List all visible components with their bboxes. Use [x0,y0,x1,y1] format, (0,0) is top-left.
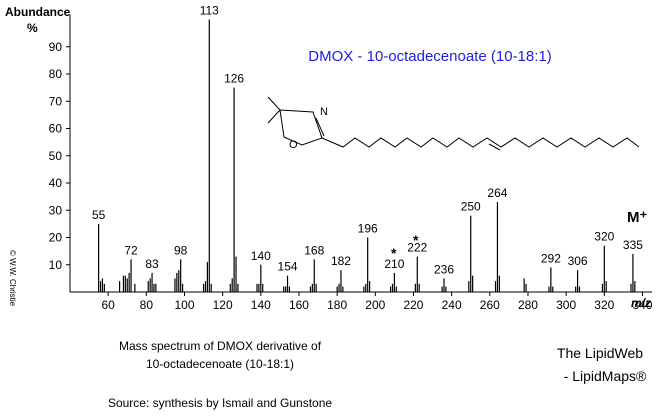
peak-label: 55 [92,208,106,222]
atom: N [320,106,328,118]
y-tick-label: 60 [49,122,63,136]
peak-label: 320 [594,230,614,244]
annotation: * [391,245,397,261]
peak-label: 236 [434,262,454,276]
peak-label: 250 [461,200,481,214]
peak-label: 292 [541,251,561,265]
methyl-bonds [267,96,281,124]
y-tick-label: 90 [49,40,63,54]
y-tick-label: 30 [49,203,63,217]
caption: 10-octadecenoate (10-18:1) [146,357,294,371]
peak-label: 264 [487,186,507,200]
double-bond [488,143,501,151]
chart-title: DMOX - 10-octadecenoate (10-18:1) [308,48,551,65]
peak-label: 210 [384,257,404,271]
x-tick-label: 280 [518,298,538,312]
ring [279,109,323,146]
x-tick-label: 140 [251,298,271,312]
peak-label: 182 [331,254,351,268]
copyright: © W.W. Christie [8,250,17,307]
peak-label: 306 [568,254,588,268]
x-tick-label: 100 [174,298,194,312]
y-tick-label: 20 [49,231,63,245]
peak-label: 196 [358,222,378,236]
x-tick-label: 120 [213,298,233,312]
peak-label: 168 [304,243,324,257]
x-tick-label: 320 [594,298,614,312]
annotation: * [413,232,419,248]
x-tick-label: 340 [632,298,652,312]
x-tick-label: 300 [556,298,576,312]
x-label: m/z [631,296,651,310]
peak-label: 140 [251,249,271,263]
source: Source: synthesis by Ismail and Gunstone [108,396,332,410]
peak-label: 222 [407,241,427,255]
y-unit: % [27,21,38,35]
x-tick-label: 80 [140,298,154,312]
x-tick-label: 240 [442,298,462,312]
y-tick-label: 10 [49,258,63,272]
peak-label: 83 [145,257,159,271]
y-tick-label: 70 [49,94,63,108]
y-tick-label: 40 [49,176,63,190]
peak-label: 126 [224,72,244,86]
x-tick-label: 160 [289,298,309,312]
peak-label: 154 [278,260,298,274]
chain [321,137,640,148]
molecular-ion-label: M⁺ [627,209,647,226]
peak-label: 72 [124,243,138,257]
credit: The LipidWeb [557,345,643,361]
peak-label: 98 [174,243,188,257]
x-tick-label: 200 [365,298,385,312]
peak-label: 113 [200,4,219,18]
y-tick-label: 50 [49,149,63,163]
y-tick-label: 80 [49,67,63,81]
atom: O [289,139,298,151]
double-bond [315,117,325,137]
credit: - LipidMaps® [564,368,647,384]
y-label: Abundance [5,5,71,19]
x-tick-label: 60 [101,298,115,312]
x-tick-label: 220 [403,298,423,312]
structure: N O [267,96,640,151]
peak-label: 335 [623,238,643,252]
caption: Mass spectrum of DMOX derivative of [119,339,322,353]
x-tick-label: 260 [480,298,500,312]
x-tick-label: 180 [327,298,347,312]
